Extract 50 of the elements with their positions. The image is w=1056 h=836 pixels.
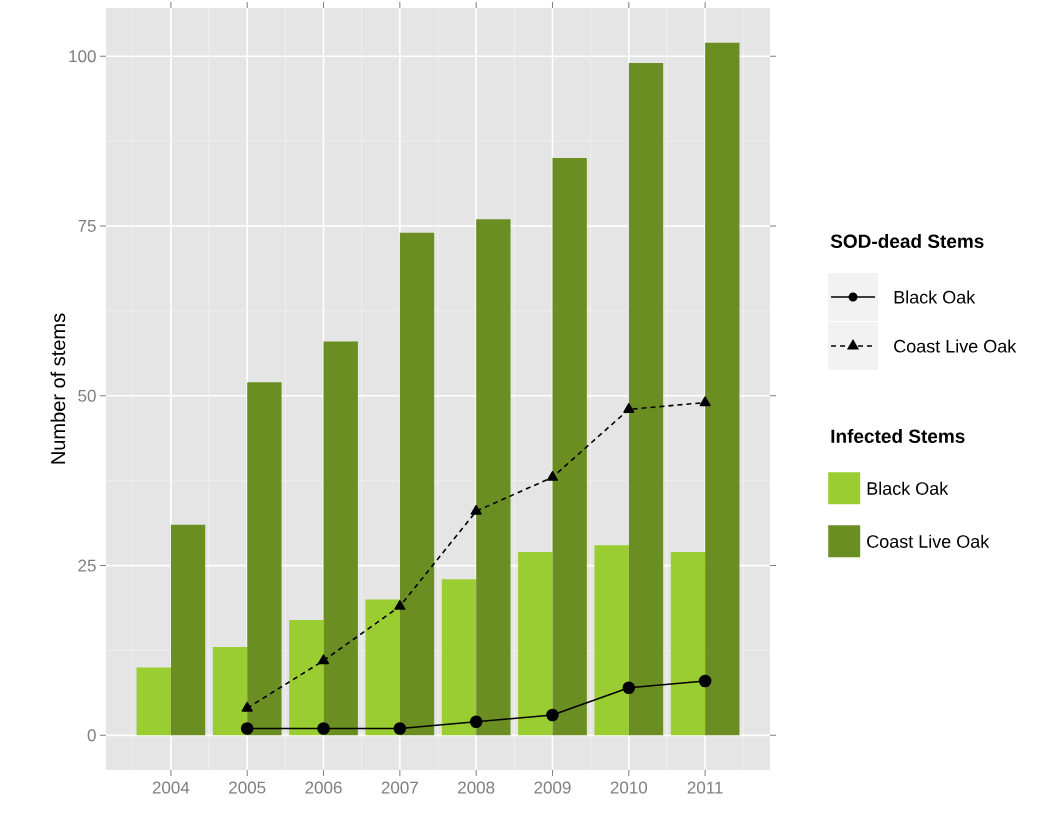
y-tick-label: 50 <box>78 389 96 402</box>
bar <box>518 551 553 736</box>
point <box>469 715 483 729</box>
x-tick-label: 2005 <box>229 781 266 794</box>
bar <box>399 232 435 736</box>
bar <box>323 341 358 736</box>
point <box>317 722 330 735</box>
bar <box>289 619 324 736</box>
y-tick-label: 75 <box>78 220 96 232</box>
y-tick-label: 25 <box>78 559 96 572</box>
x-tick-label: 2006 <box>305 781 342 794</box>
legend-label: Black Oak <box>894 290 976 304</box>
bar <box>441 579 477 736</box>
legend-label: Coast Live Oak <box>894 339 1017 353</box>
x-tick-label: 2009 <box>534 781 571 794</box>
bar <box>705 42 740 736</box>
legend-label: Black Oak <box>867 481 949 495</box>
x-tick-label: 2008 <box>458 781 495 794</box>
point <box>317 654 330 665</box>
bar <box>365 599 400 736</box>
legend-label: Coast Live Oak <box>867 534 990 548</box>
bar <box>170 524 206 736</box>
bar <box>247 382 282 736</box>
point <box>241 701 253 712</box>
text: Infected Stems <box>831 429 965 443</box>
point <box>394 600 406 610</box>
x-tick-label: 2010 <box>610 781 648 794</box>
bar <box>552 158 587 736</box>
point <box>699 396 711 407</box>
y-tick-label: 100 <box>69 50 96 63</box>
bar <box>476 219 511 736</box>
point <box>622 681 636 695</box>
point <box>698 674 712 688</box>
point <box>623 403 635 413</box>
x-tick-label: 2007 <box>381 781 418 794</box>
bar <box>628 63 664 736</box>
x-tick-label: 2011 <box>687 781 723 794</box>
bar <box>212 647 248 736</box>
point <box>470 504 482 515</box>
bar <box>670 551 706 736</box>
point <box>240 722 254 735</box>
point <box>546 470 559 481</box>
y-tick-label: 0 <box>87 729 96 742</box>
x-tick-label: 2004 <box>152 781 190 794</box>
legend-title: SOD-dead Stems <box>830 234 984 248</box>
y-axis-title: Number of stems <box>50 313 66 464</box>
point <box>546 708 559 722</box>
bar <box>594 545 629 736</box>
point <box>393 722 407 735</box>
bar <box>136 667 171 736</box>
